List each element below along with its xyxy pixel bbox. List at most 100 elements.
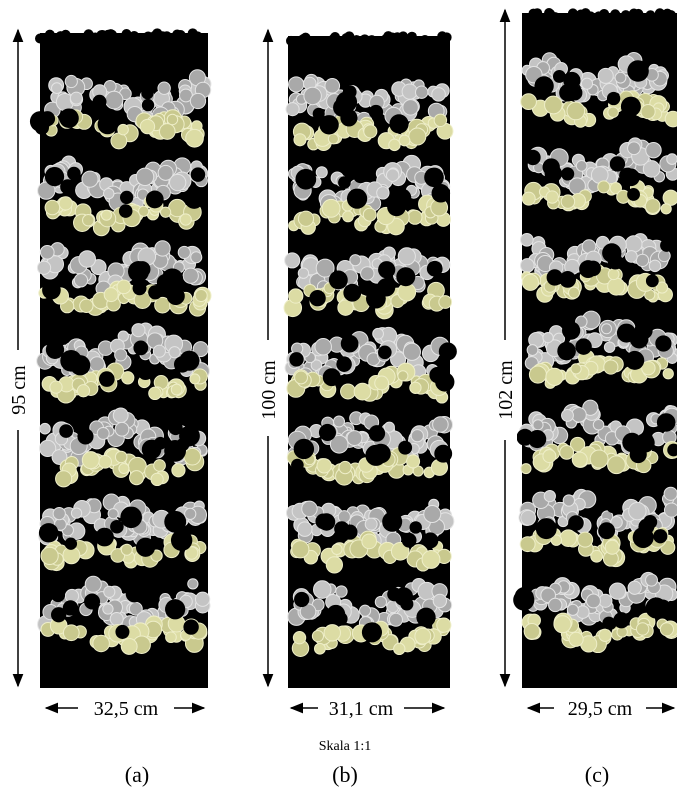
particle [606,499,620,513]
particle [84,593,100,609]
particle [521,94,537,110]
particle [533,420,543,430]
particle [521,510,536,525]
particle [343,85,357,99]
particle [657,413,676,432]
particle [149,387,161,399]
particle [393,189,412,208]
particle [602,324,612,334]
particle [627,60,649,82]
particle [117,280,131,294]
particle [581,78,592,89]
particle [153,345,165,357]
particle [378,261,395,278]
particle [524,624,540,640]
particle [602,243,621,262]
particle [293,632,305,644]
particle [45,200,60,215]
particle [141,87,154,100]
particle [67,167,81,181]
particle [347,188,367,208]
particle [332,544,342,554]
particle [369,425,385,441]
particle [579,260,597,278]
particle [176,438,189,451]
particle [335,612,348,625]
particle [336,356,352,372]
particle [164,511,186,533]
particle [339,461,351,473]
particle [604,360,618,374]
particle [362,622,382,642]
particle [416,86,428,98]
particle [42,281,61,300]
particle [104,288,118,302]
particle [314,643,325,654]
particle [581,8,591,18]
particle [82,452,99,469]
particle [319,115,338,134]
particle [304,87,321,104]
particle [122,372,134,384]
particle [528,9,538,19]
particle [398,371,408,381]
particle [640,432,653,445]
particle [657,282,668,293]
particle [575,338,591,354]
particle [536,518,557,539]
particle [563,495,574,506]
particle [569,632,583,646]
particle [403,100,418,115]
particle [389,139,400,150]
particle [434,445,452,463]
particle [172,464,185,477]
particle [543,332,553,342]
particle [608,456,626,474]
particle [121,29,131,39]
particle [513,589,534,610]
particle [333,416,344,427]
particle [105,91,123,109]
particle [101,210,111,220]
particle [594,11,604,21]
particle [115,349,127,361]
particle [545,96,563,114]
particle [151,473,163,485]
particle [576,161,587,172]
particle [649,260,660,271]
particle [641,104,655,118]
particle [294,439,314,459]
particle [295,169,316,190]
particle [430,37,440,47]
particle [630,330,649,349]
particle [409,521,421,533]
particle [636,254,648,266]
particle [326,557,342,573]
particle [422,532,438,548]
particle [398,441,412,455]
particle [82,171,98,187]
particle [547,269,563,285]
particle [522,274,538,290]
particle [93,635,109,651]
particle [343,211,354,222]
particle [178,246,190,258]
particle [543,450,556,463]
particle [180,214,191,225]
particle [658,10,668,20]
particle [60,179,75,194]
columns [30,8,677,688]
particle [166,632,177,643]
particle [543,158,560,175]
particle [420,35,430,45]
particle [104,586,115,597]
scale-note: Skala 1:1 [319,739,372,754]
particle [394,643,405,654]
particle [664,487,677,500]
particle [159,124,175,140]
particle [399,135,410,146]
particle [607,92,620,105]
particle [655,335,671,351]
particle [350,255,361,266]
particle [411,430,423,442]
